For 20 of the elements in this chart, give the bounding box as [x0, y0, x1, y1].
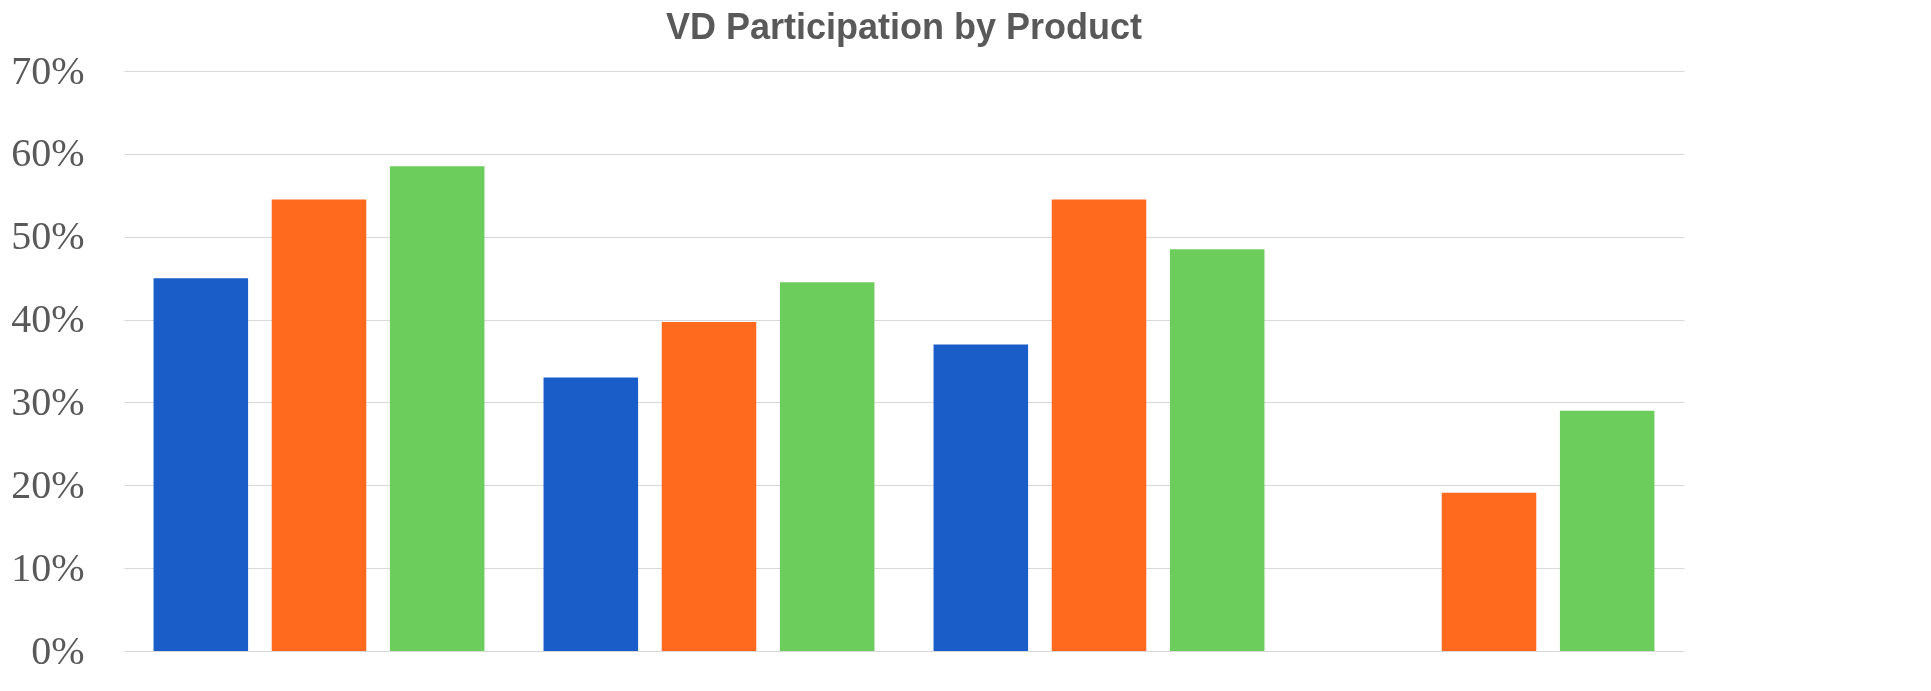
- bar: [779, 282, 875, 651]
- y-tick-label: 0%: [31, 627, 85, 673]
- y-tick-label: 30%: [11, 378, 85, 424]
- bar: [933, 344, 1029, 651]
- y-tick-label: 60%: [11, 130, 85, 176]
- y-tick-label: 40%: [11, 296, 85, 342]
- bar: [543, 377, 639, 651]
- bar: [1169, 249, 1265, 651]
- y-tick-label: 20%: [11, 461, 85, 507]
- bar: [1441, 492, 1537, 651]
- y-tick-label: 50%: [11, 213, 85, 259]
- bar: [389, 166, 485, 651]
- chart-title: VD Participation by Product: [665, 6, 1143, 47]
- bar: [1051, 199, 1147, 651]
- bar: [661, 322, 757, 651]
- y-tick-label: 10%: [11, 544, 85, 590]
- y-tick-label: 70%: [11, 47, 85, 93]
- bar: [153, 278, 249, 651]
- bar: [271, 199, 367, 651]
- bar: [1559, 410, 1655, 651]
